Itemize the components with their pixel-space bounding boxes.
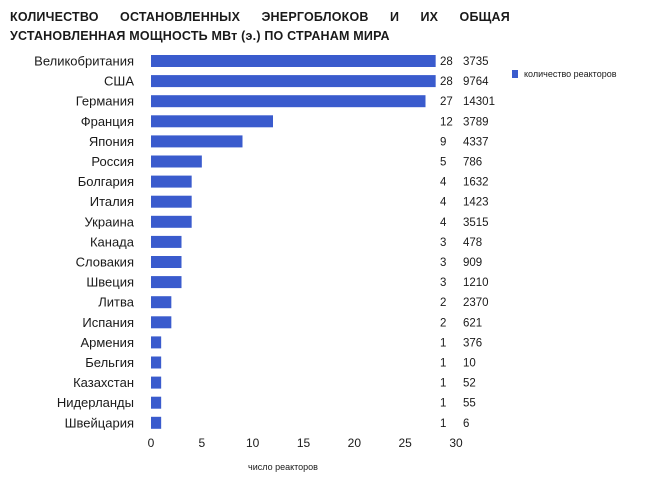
capacity-label: 1210 [463, 277, 489, 289]
capacity-label: 1632 [463, 177, 489, 189]
capacity-label: 6 [463, 418, 469, 430]
reactor-count-label: 1 [440, 398, 446, 410]
category-label: Армения [80, 335, 134, 350]
capacity-label: 376 [463, 337, 482, 349]
x-tick-label: 5 [198, 436, 205, 450]
capacity-label: 52 [463, 378, 476, 390]
reactor-count-label: 4 [440, 177, 447, 189]
bar [151, 95, 426, 108]
category-label: Бельгия [85, 355, 134, 370]
bar [151, 155, 202, 168]
reactor-count-label: 1 [440, 337, 446, 349]
category-label: Франция [81, 114, 134, 129]
bar [151, 175, 192, 188]
reactor-count-label: 9 [440, 136, 446, 148]
capacity-label: 9764 [463, 76, 489, 88]
capacity-label: 621 [463, 317, 482, 329]
category-label: Великобритания [34, 54, 134, 69]
title-word: И [389, 10, 400, 24]
x-tick-label: 0 [148, 436, 155, 450]
reactor-count-label: 2 [440, 317, 446, 329]
reactor-count-label: 3 [440, 237, 446, 249]
bar [151, 276, 182, 289]
capacity-label: 55 [463, 398, 476, 410]
x-tick-label: 25 [398, 436, 412, 450]
category-label: Япония [89, 134, 134, 149]
x-axis-label: число реакторов [248, 462, 318, 472]
capacity-label: 3735 [463, 56, 489, 68]
bar [151, 115, 273, 128]
reactor-count-label: 3 [440, 257, 446, 269]
category-label: Испания [82, 315, 134, 330]
bar [151, 356, 162, 369]
chart-title-line-1: КОЛИЧЕСТВО ОСТАНОВЛЕННЫХ ЭНЕРГОБЛОКОВ И … [10, 8, 510, 27]
reactor-count-label: 4 [440, 197, 447, 209]
category-label: США [104, 74, 134, 89]
category-label: Украина [85, 214, 135, 229]
bar [151, 135, 243, 148]
bar [151, 195, 192, 208]
title-word: ЭНЕРГОБЛОКОВ [261, 10, 369, 24]
reactor-count-label: 12 [440, 116, 453, 128]
legend: количество реакторов [512, 69, 617, 79]
chart-title-line-2: УСТАНОВЛЕННАЯ МОЩНОСТЬ МВт (э.) ПО СТРАН… [10, 29, 390, 43]
category-label: Россия [91, 154, 134, 169]
bar [151, 416, 162, 429]
bar [151, 396, 162, 409]
category-label: Швеция [86, 275, 134, 290]
category-label: Болгария [78, 174, 134, 189]
category-label: Швейцария [65, 415, 134, 430]
reactor-count-label: 28 [440, 56, 453, 68]
capacity-label: 1423 [463, 197, 489, 209]
reactor-count-label: 1 [440, 418, 446, 430]
title-word: ИХ [420, 10, 439, 24]
category-label: Нидерланды [57, 395, 134, 410]
capacity-label: 14301 [463, 96, 495, 108]
reactor-count-label: 4 [440, 217, 447, 229]
title-word: ОСТАНОВЛЕННЫХ [120, 10, 241, 24]
x-tick-label: 20 [348, 436, 362, 450]
capacity-label: 2370 [463, 297, 489, 309]
bar [151, 75, 436, 88]
capacity-label: 909 [463, 257, 482, 269]
category-label: Казахстан [73, 375, 134, 390]
reactor-count-label: 5 [440, 157, 446, 169]
bar [151, 336, 162, 349]
capacity-label: 786 [463, 157, 482, 169]
category-label: Германия [76, 94, 134, 109]
capacity-label: 3789 [463, 116, 489, 128]
reactor-count-label: 3 [440, 277, 446, 289]
capacity-label: 4337 [463, 136, 489, 148]
bar [151, 296, 172, 309]
x-tick-label: 30 [449, 436, 463, 450]
category-label: Словакия [76, 255, 134, 270]
reactor-count-label: 1 [440, 358, 446, 370]
bar [151, 316, 172, 329]
x-tick-label: 10 [246, 436, 260, 450]
bar [151, 235, 182, 248]
bar [151, 256, 182, 268]
legend-swatch [512, 70, 518, 78]
capacity-label: 478 [463, 237, 482, 249]
bar [151, 55, 436, 67]
reactor-count-label: 28 [440, 76, 453, 88]
category-label: Италия [90, 194, 134, 209]
bar [151, 376, 162, 389]
capacity-label: 10 [463, 358, 476, 370]
capacity-label: 3515 [463, 217, 489, 229]
x-tick-label: 15 [297, 436, 311, 450]
bar [151, 215, 192, 228]
reactor-count-label: 27 [440, 96, 453, 108]
title-word: ОБЩАЯ [459, 10, 510, 24]
legend-label: количество реакторов [524, 69, 617, 79]
reactor-count-label: 2 [440, 297, 446, 309]
reactor-count-label: 1 [440, 378, 446, 390]
category-label: Канада [90, 234, 135, 249]
category-label: Литва [98, 295, 135, 310]
chart-title: КОЛИЧЕСТВО ОСТАНОВЛЕННЫХ ЭНЕРГОБЛОКОВ И … [10, 8, 510, 46]
title-word: КОЛИЧЕСТВО [10, 10, 99, 24]
